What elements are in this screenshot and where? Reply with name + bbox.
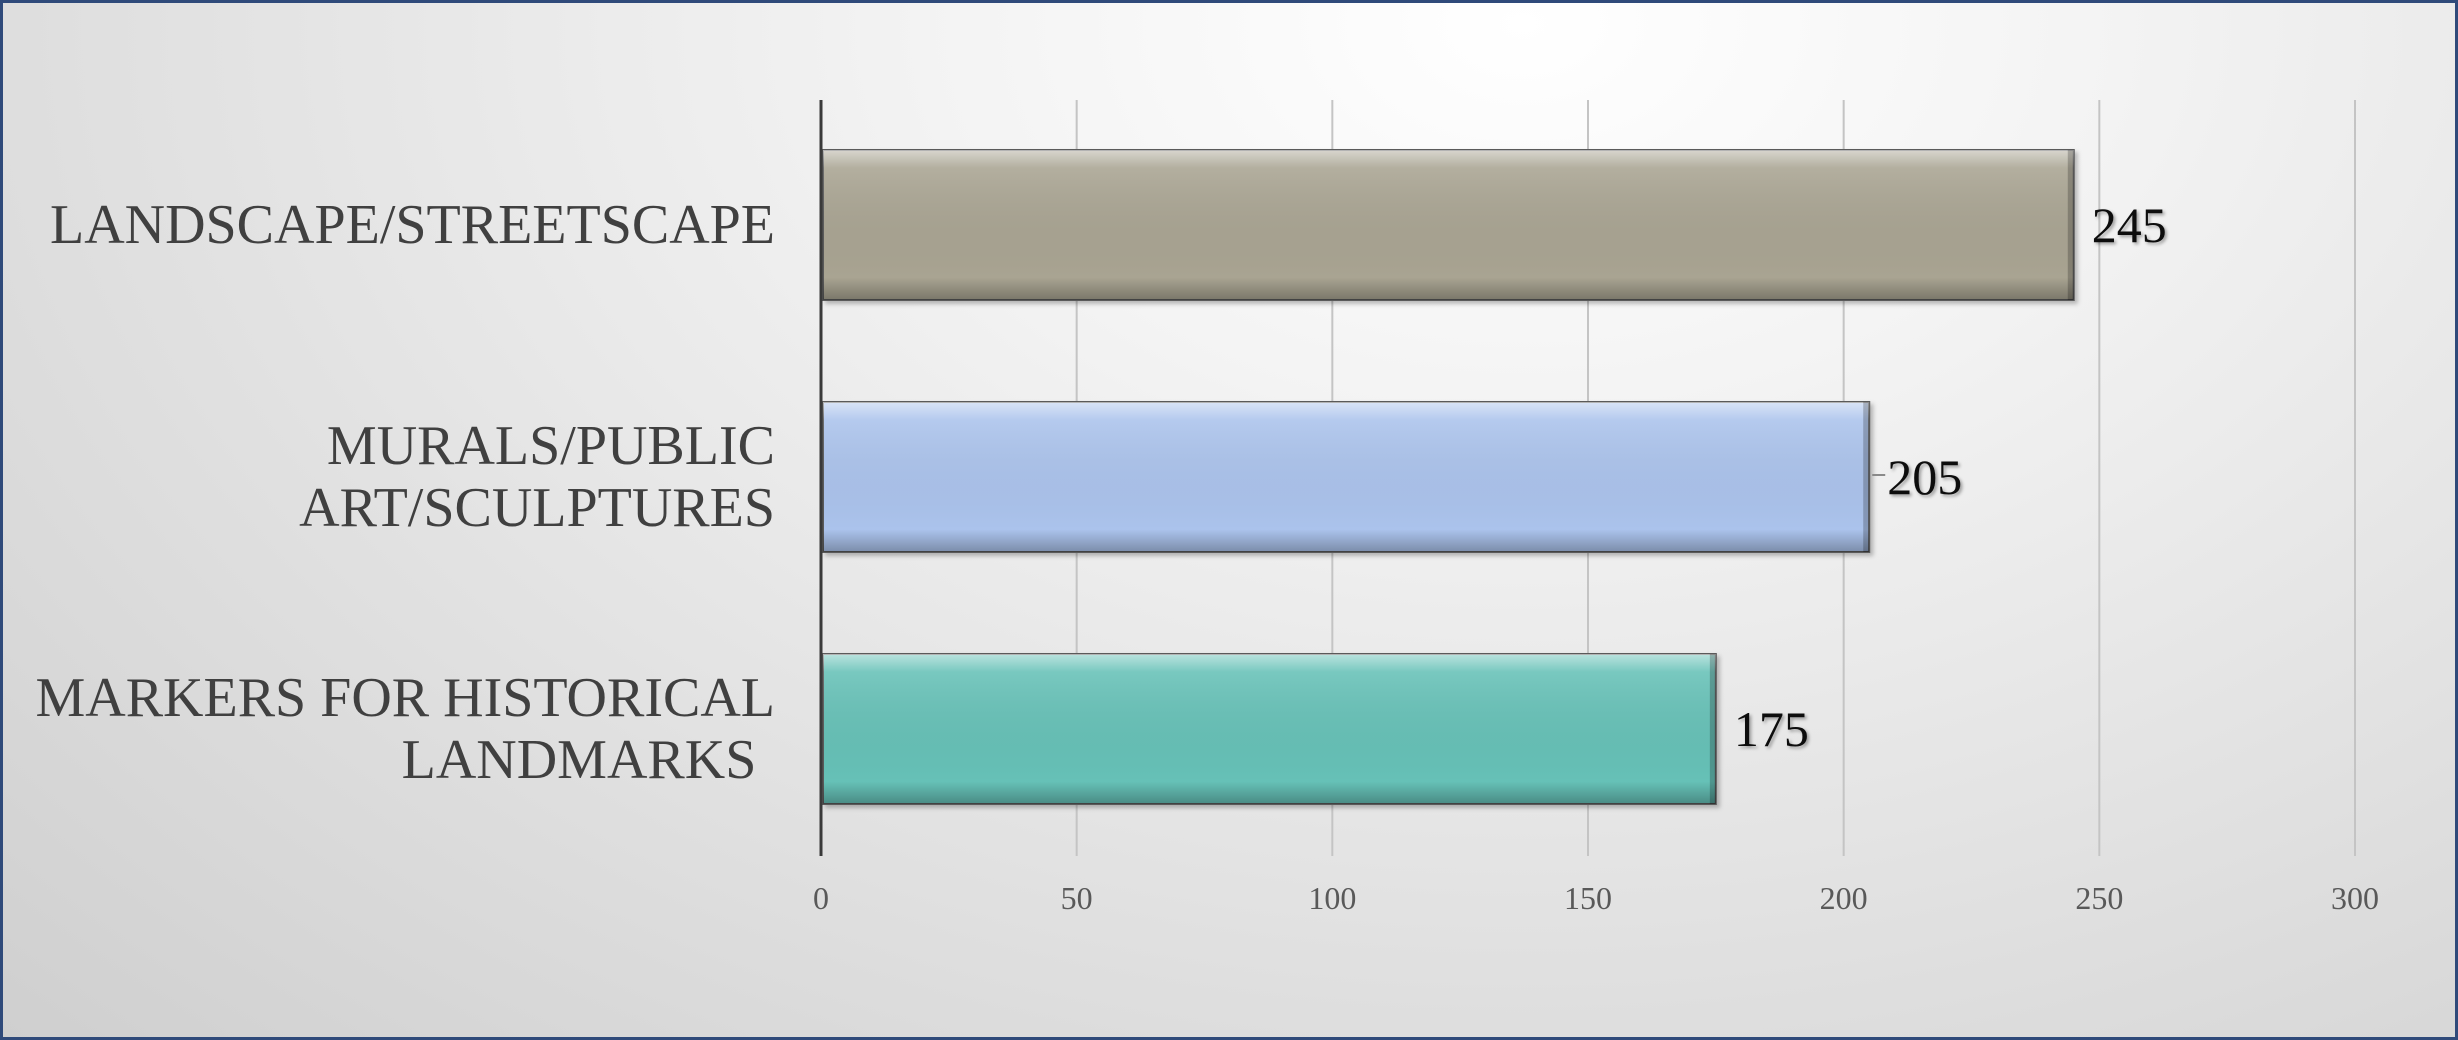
bar-highlight — [823, 402, 1870, 552]
bar-group-2 — [822, 401, 1871, 553]
x-tick-label: 0 — [813, 880, 829, 916]
bar-chart: 0 50 100 150 200 250 300 245 205 175 LANDSCAPE/STR… — [35, 100, 2379, 916]
bars — [822, 149, 2075, 805]
labels: 0 50 100 150 200 250 300 245 205 175 LANDSCAPE/STR… — [35, 194, 2379, 916]
x-tick-label: 200 — [1820, 880, 1868, 916]
category-label-line: LANDMARKS — [402, 729, 757, 791]
bar-bevel — [1863, 402, 1870, 552]
category-label-line: MURALS/PUBLIC — [327, 415, 775, 477]
category-label-line: MARKERS FOR HISTORICAL — [35, 667, 775, 729]
bar-highlight — [823, 150, 2074, 300]
category-label: MARKERS FOR HISTORICAL LANDMARKS — [35, 667, 775, 791]
bar-bevel — [1709, 654, 1716, 804]
bar-highlight — [823, 654, 1716, 804]
bar-group-1 — [822, 149, 2075, 301]
category-label-line: ART/SCULPTURES — [299, 477, 775, 539]
category-label: LANDSCAPE/STREETSCAPE — [50, 194, 775, 256]
data-label: 205 — [1887, 449, 1962, 505]
bar-bevel — [2067, 150, 2074, 300]
category-label-line: LANDSCAPE/STREETSCAPE — [50, 194, 775, 256]
data-label: 175 — [1734, 701, 1809, 757]
x-tick-label: 300 — [2331, 880, 2379, 916]
x-tick-label: 100 — [1308, 880, 1356, 916]
category-label: MURALS/PUBLIC ART/SCULPTURES — [299, 415, 775, 539]
data-label: 245 — [2092, 197, 2167, 253]
bar-group-3 — [822, 653, 1717, 805]
x-tick-label: 250 — [2075, 880, 2123, 916]
x-tick-label: 50 — [1061, 880, 1093, 916]
x-tick-label: 150 — [1564, 880, 1612, 916]
